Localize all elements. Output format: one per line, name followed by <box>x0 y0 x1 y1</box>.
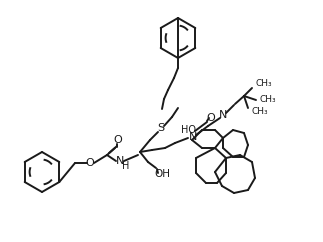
Text: N: N <box>189 132 197 142</box>
Text: H: H <box>122 161 130 171</box>
Text: N: N <box>219 110 227 120</box>
Text: CH₃: CH₃ <box>251 107 268 116</box>
Text: O: O <box>114 135 122 145</box>
Text: CH₃: CH₃ <box>260 96 276 105</box>
Text: O: O <box>207 113 215 123</box>
Text: HO: HO <box>181 125 196 135</box>
Text: N: N <box>116 156 124 166</box>
Text: OH: OH <box>154 169 170 179</box>
Text: O: O <box>86 158 94 168</box>
Text: S: S <box>157 123 164 133</box>
Text: CH₃: CH₃ <box>256 80 273 89</box>
